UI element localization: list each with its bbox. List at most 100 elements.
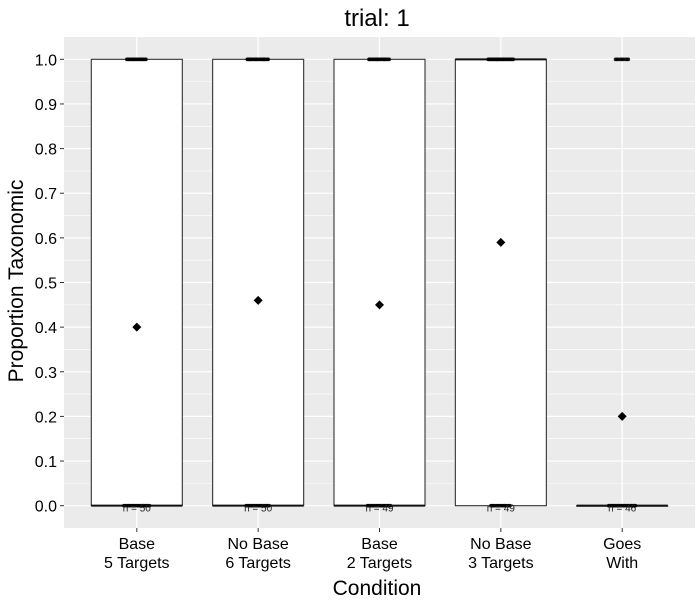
- raw-point: [247, 503, 252, 508]
- raw-point: [138, 57, 142, 62]
- raw-point: [502, 503, 506, 508]
- raw-point: [375, 503, 379, 508]
- raw-point: [626, 503, 631, 508]
- x-tick-label-line: With: [606, 555, 638, 572]
- data-points: n = 50 n = 50 n = 49 n = 49 n = 46: [122, 57, 638, 515]
- y-tick-label: 0.1: [35, 454, 57, 471]
- x-tick-label: Base 2 Targets: [347, 536, 413, 572]
- box: [90, 58, 183, 507]
- box: [454, 58, 547, 507]
- raw-point: [250, 503, 254, 508]
- raw-point: [632, 503, 637, 508]
- n-label: n = 49: [487, 504, 516, 515]
- raw-point: [615, 503, 620, 508]
- raw-point: [505, 57, 510, 62]
- raw-point: [371, 503, 376, 508]
- box: [333, 58, 426, 507]
- mean-point: [132, 322, 142, 332]
- raw-point: [507, 503, 512, 508]
- n-label: n = 50: [123, 504, 152, 515]
- raw-point: [386, 57, 391, 62]
- raw-point: [125, 57, 130, 62]
- raw-point: [629, 503, 634, 508]
- y-tick-label: 0.8: [35, 142, 57, 159]
- x-tick-label: Base 5 Targets: [104, 536, 170, 572]
- raw-point: [147, 503, 152, 508]
- raw-point: [248, 57, 253, 62]
- n-label: n = 49: [365, 504, 394, 515]
- mean-point: [253, 295, 263, 305]
- y-tick-label: 0.2: [35, 409, 57, 426]
- raw-point: [265, 503, 270, 508]
- x-tick-label-line: 3 Targets: [468, 555, 534, 572]
- n-label: n = 46: [608, 504, 637, 515]
- raw-point: [143, 57, 148, 62]
- box: [212, 58, 305, 507]
- raw-point: [492, 57, 497, 62]
- raw-point: [621, 57, 626, 62]
- n-label: n = 50: [244, 504, 273, 515]
- x-axis-title: Condition: [333, 577, 422, 600]
- y-tick-label: 0.4: [35, 320, 57, 337]
- y-tick-label: 0.9: [35, 97, 57, 114]
- raw-point: [508, 57, 513, 62]
- raw-point: [487, 57, 491, 62]
- x-tick-label-line: 6 Targets: [225, 555, 291, 572]
- raw-point: [619, 503, 624, 508]
- y-tick-label: 0.6: [35, 231, 57, 248]
- raw-point: [383, 57, 388, 62]
- y-axis-title: Proportion Taxonomic: [5, 180, 28, 383]
- raw-point: [138, 503, 142, 508]
- x-tick-label-line: Goes: [603, 536, 641, 553]
- raw-point: [375, 57, 380, 62]
- x-tick-label-line: Base: [361, 536, 398, 553]
- raw-point: [256, 503, 261, 508]
- mean-point: [617, 411, 627, 421]
- raw-point: [368, 503, 373, 508]
- raw-point: [622, 503, 627, 508]
- x-tick-label-line: No Base: [227, 536, 288, 553]
- x-tick-label: No Base 3 Targets: [468, 536, 534, 572]
- raw-point: [609, 503, 614, 508]
- mean-point: [375, 300, 384, 310]
- x-tick-label-line: 5 Targets: [104, 555, 170, 572]
- raw-point: [122, 503, 127, 508]
- x-tick-label-line: No Base: [470, 536, 531, 553]
- raw-point: [130, 57, 135, 62]
- raw-point: [626, 57, 631, 62]
- raw-point: [254, 57, 258, 62]
- raw-point: [495, 57, 500, 62]
- x-axis-ticks: Base 5 Targets No Base 6 Targets Base 2 Targe…: [104, 528, 641, 572]
- raw-point: [499, 57, 503, 62]
- raw-point: [616, 57, 621, 62]
- raw-point: [144, 503, 149, 508]
- y-tick-label: 0.5: [35, 276, 57, 293]
- raw-point: [265, 57, 270, 62]
- raw-point: [262, 57, 266, 62]
- raw-point: [612, 503, 617, 508]
- raw-point: [377, 503, 382, 508]
- raw-point: [380, 503, 385, 508]
- raw-point: [140, 503, 145, 508]
- raw-point: [489, 503, 494, 508]
- x-tick-label: No Base 6 Targets: [225, 536, 291, 572]
- raw-point: [489, 57, 494, 62]
- y-axis-ticks: 0.0 0.1 0.2 0.3 0.4 0.5 0.6 0.7 0.8 0.9 1.0: [35, 52, 64, 516]
- raw-point: [384, 503, 388, 508]
- raw-point: [366, 503, 370, 508]
- mean-point: [496, 237, 506, 247]
- y-tick-label: 1.0: [35, 52, 57, 69]
- raw-point: [125, 503, 130, 508]
- boxes: [90, 58, 669, 507]
- raw-point: [128, 503, 133, 508]
- y-tick-label: 0.7: [35, 186, 57, 203]
- raw-point: [386, 503, 391, 508]
- raw-point: [367, 57, 372, 62]
- raw-point: [494, 503, 499, 508]
- x-tick-label-line: Base: [119, 536, 156, 553]
- raw-point: [131, 503, 135, 508]
- x-tick-label: Goes With: [603, 536, 641, 572]
- raw-point: [244, 503, 249, 508]
- y-tick-label: 0.0: [35, 499, 57, 516]
